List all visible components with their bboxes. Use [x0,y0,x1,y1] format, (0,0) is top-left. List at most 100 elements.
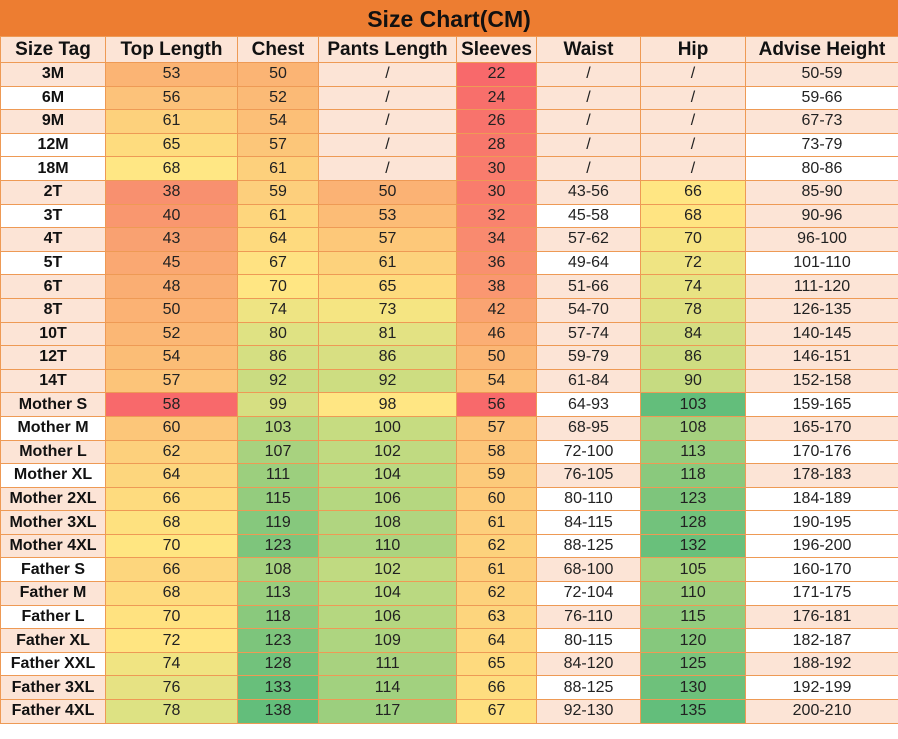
cell-pants-length: 104 [318,463,457,488]
cell-size-tag: 8T [0,297,106,323]
cell-sleeves: 30 [456,156,537,181]
cell-hip: 132 [640,533,746,559]
cell-pants-length: 81 [318,321,457,347]
table-row: Mother 4XL 70 123 110 62 88-125 132 196-200 [0,533,898,559]
cell-pants-length: 106 [318,604,457,630]
cell-size-tag: Father M [0,581,106,606]
table-row: 10T 52 80 81 46 57-74 84 140-145 [0,321,898,347]
cell-top-length: 57 [105,368,238,394]
cell-hip: / [640,109,746,134]
cell-chest: 54 [237,109,319,134]
cell-top-length: 74 [105,651,238,677]
cell-chest: 123 [237,628,319,653]
cell-advise-height: 140-145 [745,321,898,347]
cell-sleeves: 56 [456,392,537,417]
cell-chest: 86 [237,345,319,370]
cell-sleeves: 65 [456,651,537,677]
cell-sleeves: 34 [456,227,537,252]
cell-pants-length: 100 [318,415,457,441]
cell-pants-length: 111 [318,651,457,677]
table-row: Father L 70 118 106 63 76-110 115 176-181 [0,604,898,630]
cell-top-length: 70 [105,604,238,630]
cell-waist: 68-100 [536,557,641,583]
cell-chest: 119 [237,510,319,535]
cell-size-tag: Father XL [0,628,106,653]
cell-pants-length: 57 [318,227,457,252]
cell-chest: 99 [237,392,319,417]
cell-waist: 88-125 [536,533,641,559]
cell-pants-length: 50 [318,179,457,205]
cell-hip: 110 [640,581,746,606]
cell-sleeves: 61 [456,557,537,583]
cell-advise-height: 176-181 [745,604,898,630]
cell-waist: 57-74 [536,321,641,347]
cell-hip: 78 [640,297,746,323]
cell-chest: 92 [237,368,319,394]
cell-advise-height: 80-86 [745,156,898,181]
cell-pants-length: / [318,109,457,134]
cell-size-tag: Father L [0,604,106,630]
cell-pants-length: / [318,62,457,87]
cell-hip: 125 [640,651,746,677]
cell-sleeves: 26 [456,109,537,134]
cell-size-tag: Father S [0,557,106,583]
cell-hip: 103 [640,392,746,417]
cell-top-length: 78 [105,699,238,724]
cell-hip: 113 [640,439,746,465]
header-row: Size Tag Top Length Chest Pants Length S… [0,36,898,63]
cell-hip: 123 [640,486,746,512]
cell-pants-length: / [318,132,457,158]
table-row: Father 3XL 76 133 114 66 88-125 130 192-199 [0,675,898,701]
cell-pants-length: 108 [318,510,457,535]
cell-advise-height: 50-59 [745,62,898,87]
cell-top-length: 61 [105,109,238,134]
cell-sleeves: 46 [456,321,537,347]
cell-top-length: 72 [105,628,238,653]
cell-sleeves: 30 [456,179,537,205]
cell-size-tag: 6T [0,274,106,299]
cell-pants-length: 110 [318,533,457,559]
table-row: Mother 3XL 68 119 108 61 84-115 128 190-195 [0,510,898,535]
cell-waist: 72-104 [536,581,641,606]
cell-top-length: 68 [105,581,238,606]
cell-top-length: 40 [105,203,238,229]
size-chart-table: Size Tag Top Length Chest Pants Length S… [0,36,898,724]
cell-waist: 59-79 [536,345,641,370]
cell-waist: / [536,62,641,87]
cell-sleeves: 38 [456,274,537,299]
cell-hip: 120 [640,628,746,653]
cell-waist: / [536,109,641,134]
cell-advise-height: 73-79 [745,132,898,158]
cell-sleeves: 22 [456,62,537,87]
table-row: 3T 40 61 53 32 45-58 68 90-96 [0,203,898,229]
cell-top-length: 66 [105,557,238,583]
table-row: 12T 54 86 86 50 59-79 86 146-151 [0,345,898,370]
cell-pants-length: / [318,85,457,111]
cell-top-length: 52 [105,321,238,347]
cell-chest: 107 [237,439,319,465]
cell-advise-height: 111-120 [745,274,898,299]
table-row: 3M 53 50/22//50-59 [0,62,898,87]
cell-advise-height: 200-210 [745,699,898,724]
cell-size-tag: Mother 4XL [0,533,106,559]
cell-pants-length: 98 [318,392,457,417]
table-row: 12M 65 57/28//73-79 [0,132,898,158]
cell-size-tag: 12T [0,345,106,370]
cell-advise-height: 85-90 [745,179,898,205]
cell-top-length: 65 [105,132,238,158]
cell-sleeves: 63 [456,604,537,630]
cell-size-tag: 3T [0,203,106,229]
cell-chest: 113 [237,581,319,606]
cell-hip: 128 [640,510,746,535]
cell-pants-length: 73 [318,297,457,323]
cell-top-length: 38 [105,179,238,205]
cell-size-tag: Father 4XL [0,699,106,724]
table-row: 8T 50 74 73 42 54-70 78 126-135 [0,297,898,323]
cell-top-length: 58 [105,392,238,417]
cell-pants-length: 104 [318,581,457,606]
cell-pants-length: 53 [318,203,457,229]
cell-pants-length: 92 [318,368,457,394]
table-row: Mother XL 64 111 104 59 76-105 118 178-183 [0,463,898,488]
cell-hip: 118 [640,463,746,488]
cell-pants-length: 117 [318,699,457,724]
